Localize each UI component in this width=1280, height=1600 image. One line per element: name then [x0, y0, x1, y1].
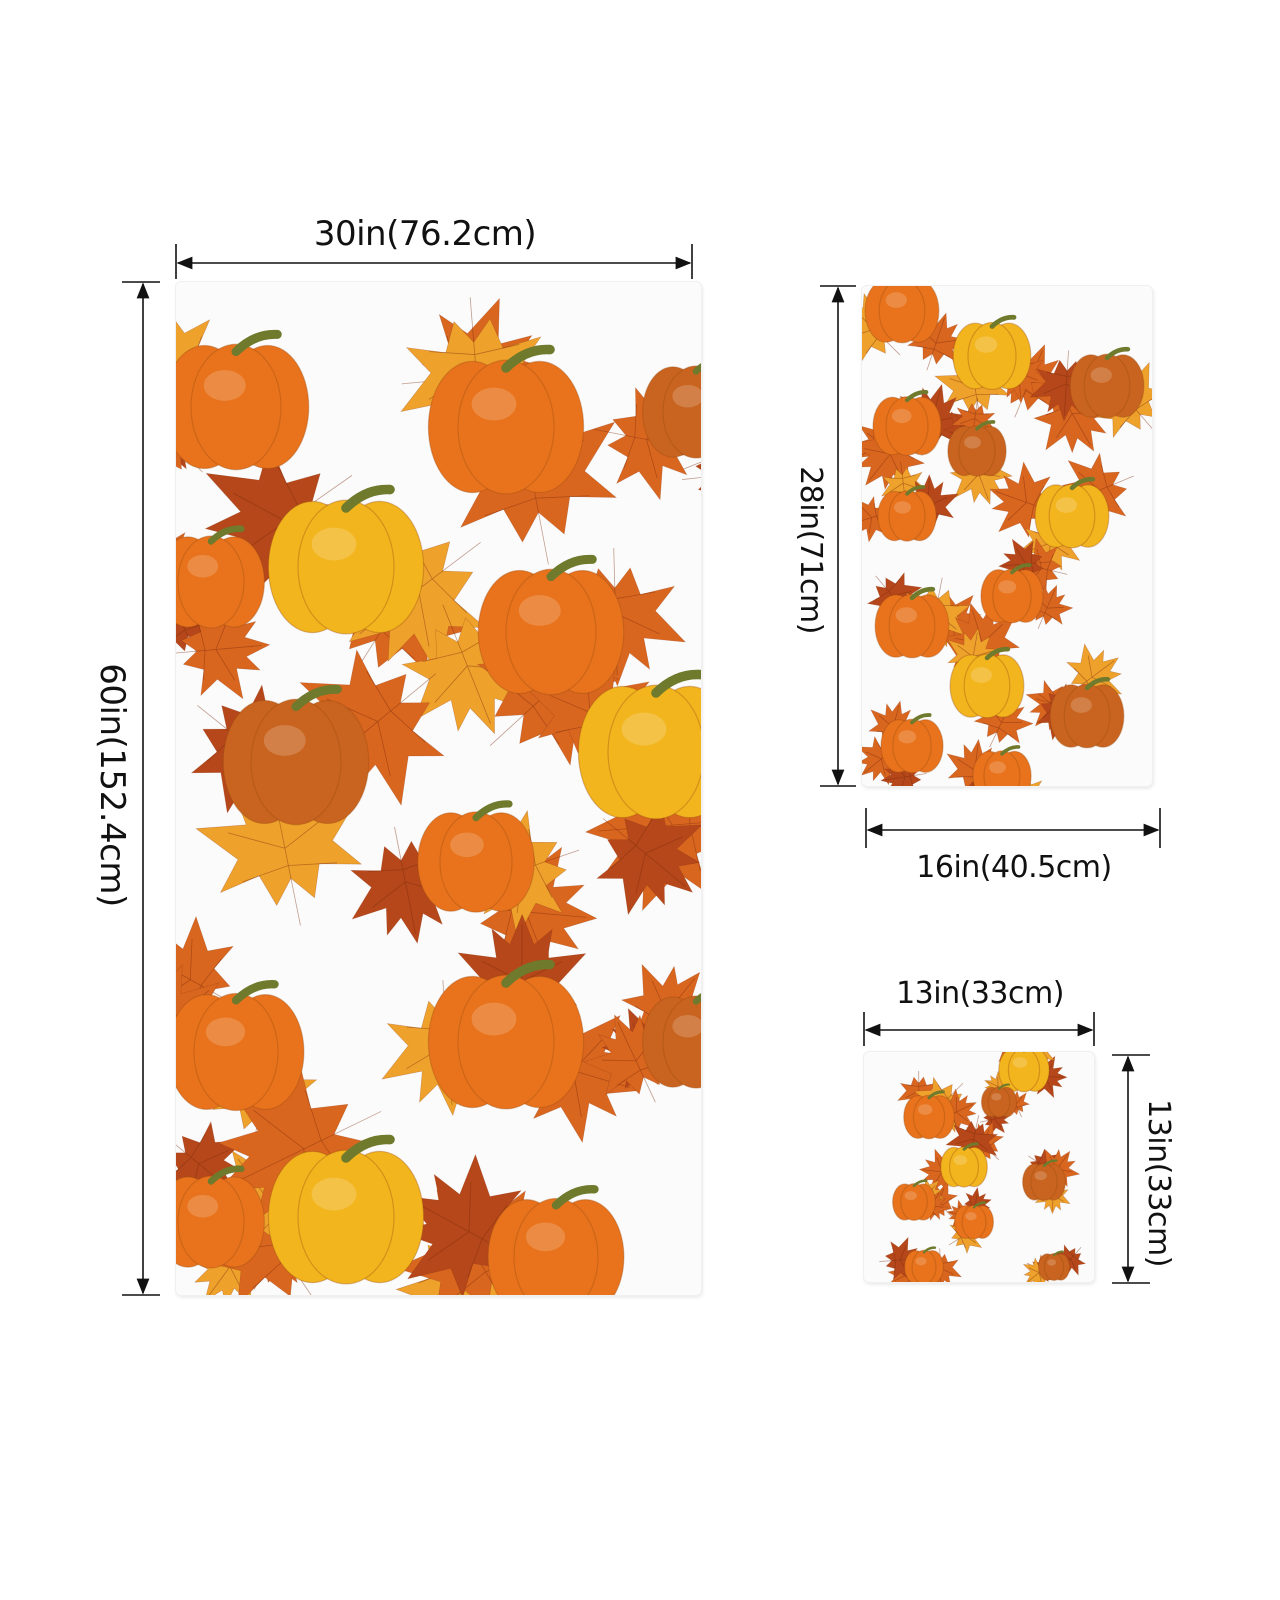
pumpkin-icon: [874, 586, 950, 659]
pumpkin-icon: [642, 992, 701, 1089]
pumpkin-icon: [972, 745, 1032, 786]
wash-cloth: [864, 1052, 1094, 1282]
bath-towel: [176, 282, 701, 1295]
pumpkin-icon: [877, 485, 937, 542]
pumpkin-icon: [176, 525, 265, 629]
pumpkin-icon: [880, 713, 944, 774]
pumpkin-icon: [1022, 1159, 1066, 1202]
pumpkin-icon: [940, 1142, 988, 1188]
pumpkin-icon: [487, 1185, 625, 1295]
pumpkin-icon: [952, 314, 1032, 391]
pumpkin-icon: [427, 959, 585, 1110]
pumpkin-icon: [477, 554, 625, 696]
pumpkin-icon: [1037, 1250, 1071, 1281]
hand-towel-pattern: [862, 286, 1152, 786]
wash-cloth-pattern: [879, 1052, 1087, 1282]
wash-width-label: 13in(33cm): [896, 976, 1064, 1011]
pumpkin-icon: [417, 800, 535, 913]
hand-width-label: 16in(40.5cm): [916, 850, 1112, 885]
pumpkin-icon: [892, 1179, 936, 1222]
pumpkin-icon: [1049, 676, 1125, 749]
pumpkin-icon: [949, 646, 1025, 719]
pumpkin-icon: [577, 669, 701, 820]
pumpkin-icon: [267, 1134, 425, 1285]
pumpkin-icon: [904, 1246, 944, 1282]
pumpkin-icon: [176, 980, 305, 1112]
maple-leaf-icon: [596, 800, 701, 916]
hand-height-label: 28in(71cm): [793, 466, 828, 634]
pumpkin-icon: [954, 1201, 994, 1240]
pumpkin-icon: [176, 329, 310, 471]
pumpkin-icon: [642, 362, 701, 459]
hand-towel: [862, 286, 1152, 786]
pumpkin-icon: [947, 420, 1007, 477]
pumpkin-icon: [980, 1083, 1018, 1118]
pumpkin-icon: [903, 1090, 955, 1140]
pumpkin-icon: [222, 684, 370, 826]
pumpkin-icon: [998, 1052, 1050, 1093]
pumpkin-icon: [267, 484, 425, 635]
pumpkin-icon: [980, 563, 1044, 624]
wash-height-label: 13in(33cm): [1141, 1099, 1176, 1267]
pumpkin-icon: [1069, 346, 1145, 419]
pumpkin-icon: [176, 1165, 265, 1269]
bath-height-label: 60in(152.4cm): [92, 663, 132, 907]
pumpkin-icon: [427, 344, 585, 495]
pumpkin-icon: [864, 286, 940, 344]
bath-width-label: 30in(76.2cm): [313, 214, 537, 254]
pumpkin-icon: [872, 390, 942, 456]
pumpkin-icon: [1034, 476, 1110, 549]
bath-towel-pattern: [176, 297, 701, 1295]
